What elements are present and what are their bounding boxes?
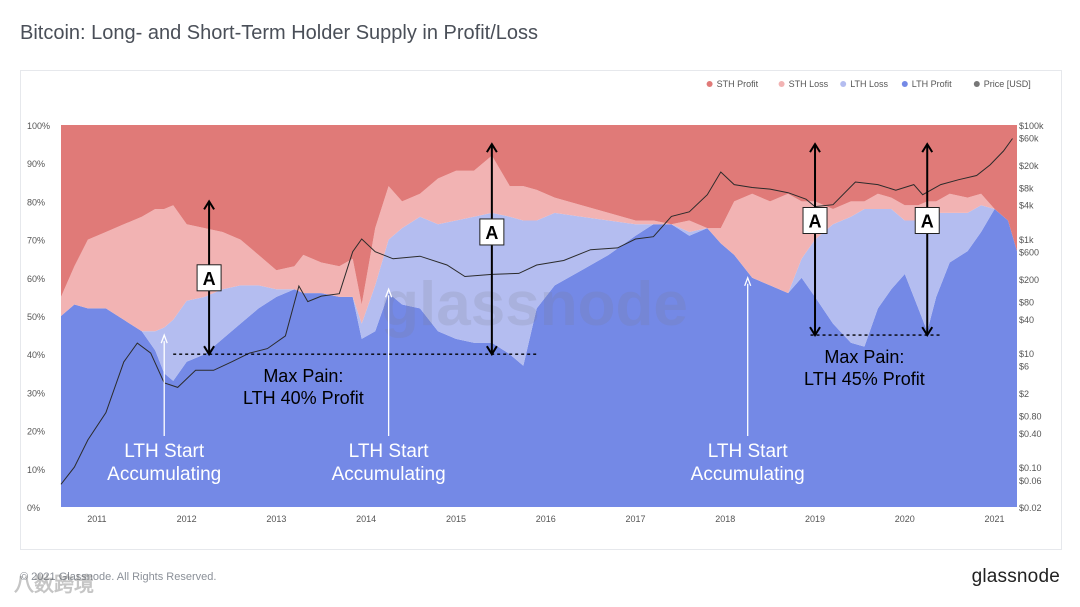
lth-start-label: LTH Start	[124, 441, 205, 462]
max-pain-label: LTH 45% Profit	[804, 369, 925, 389]
lth-start-label: Accumulating	[691, 464, 805, 485]
y-right-tick-label: $4k	[1019, 201, 1034, 211]
y-left-tick-label: 20%	[27, 427, 45, 437]
page-title: Bitcoin: Long- and Short-Term Holder Sup…	[20, 22, 539, 44]
y-left-tick-label: 90%	[27, 159, 45, 169]
a-label: A	[485, 223, 498, 243]
legend-label: LTH Loss	[850, 79, 888, 89]
y-left-tick-label: 0%	[27, 503, 40, 513]
y-right-tick-label: $10	[1019, 349, 1034, 359]
max-pain-label: Max Pain:	[263, 366, 343, 386]
a-arrow-head-down	[486, 345, 498, 357]
a-arrow-head-up	[203, 199, 215, 210]
a-arrow: A	[196, 199, 222, 357]
x-tick-label: 2015	[446, 514, 466, 524]
x-tick-label: 2021	[985, 514, 1005, 524]
lth-start-label: LTH Start	[708, 441, 789, 462]
y-right-tick-label: $60k	[1019, 134, 1039, 144]
x-tick-label: 2012	[177, 514, 197, 524]
price-line	[60, 138, 1013, 485]
y-left-tick-label: 10%	[27, 465, 45, 475]
y-right-tick-label: $40	[1019, 315, 1034, 325]
a-label-box	[802, 207, 828, 234]
legend-label: STH Profit	[717, 79, 759, 89]
a-arrow-head-down	[809, 326, 821, 337]
y-left-tick-label: 50%	[27, 312, 45, 322]
area-lth-profit	[61, 209, 1017, 507]
lth-start-label: Accumulating	[107, 464, 221, 485]
y-right-tick-label: $0.06	[1019, 476, 1042, 486]
y-left-tick-label: 70%	[27, 236, 45, 246]
legend-swatch	[901, 81, 908, 87]
y-right-tick-label: $0.10	[1019, 463, 1042, 473]
a-arrow: A	[802, 142, 828, 337]
a-arrow-head-down	[203, 345, 215, 357]
legend-swatch	[706, 81, 713, 87]
y-right-tick-label: $2	[1019, 389, 1029, 399]
a-arrow-head-up	[809, 142, 821, 153]
x-tick-label: 2016	[536, 514, 556, 524]
a-label: A	[921, 212, 934, 232]
legend-label: LTH Profit	[912, 79, 952, 89]
y-right-tick-label: $200	[1019, 275, 1039, 285]
area-sth-profit	[61, 125, 1017, 305]
a-arrow: A	[479, 142, 505, 357]
y-left-tick-label: 100%	[27, 121, 50, 131]
a-label: A	[809, 212, 822, 232]
start-pointer-arrowhead	[744, 275, 752, 287]
y-right-tick-label: $0.40	[1019, 429, 1042, 439]
y-right-tick-label: $0.02	[1019, 503, 1042, 513]
x-tick-label: 2014	[356, 514, 376, 524]
start-pointer-arrowhead	[160, 333, 168, 344]
start-pointer-arrowhead	[385, 287, 393, 298]
x-tick-label: 2018	[715, 514, 735, 524]
a-label-box	[914, 207, 940, 234]
legend: Price [USD] LTH Profit LTH Loss STH Loss STH…	[706, 79, 1031, 89]
a-arrow-head-up	[921, 142, 934, 153]
chart-frame	[20, 70, 1062, 550]
a-arrow-head-down	[921, 326, 934, 337]
legend-swatch	[778, 81, 785, 87]
y-right-tick-label: $6	[1019, 362, 1029, 372]
x-tick-label: 2017	[625, 514, 645, 524]
brand-logo: glassnode	[971, 566, 1060, 587]
max-pain-label: LTH 40% Profit	[243, 388, 364, 408]
y-left-tick-label: 30%	[27, 388, 45, 398]
corner-watermark: 八数跨境	[14, 574, 94, 596]
y-left-tick-label: 80%	[27, 197, 45, 207]
y-right-tick-label: $80	[1019, 298, 1034, 308]
y-right-tick-label: $8k	[1019, 184, 1034, 194]
legend-label: STH Loss	[789, 79, 829, 89]
x-tick-label: 2013	[266, 514, 286, 524]
legend-label: Price [USD]	[984, 79, 1031, 89]
copyright-text: © 2021 Glassnode. All Rights Reserved.	[20, 571, 217, 583]
legend-swatch	[973, 81, 980, 87]
area-lth-loss	[61, 205, 1017, 381]
chart-watermark: glassnode	[381, 270, 688, 339]
max-pain-label: Max Pain:	[824, 347, 904, 367]
lth-start-label: LTH Start	[349, 441, 430, 462]
lth-start-label: Accumulating	[332, 464, 446, 485]
a-label-box	[479, 218, 505, 246]
y-left-tick-label: 60%	[27, 274, 45, 284]
x-tick-label: 2020	[895, 514, 915, 524]
y-right-tick-label: $100k	[1019, 121, 1044, 131]
a-label: A	[203, 269, 216, 289]
x-tick-label: 2011	[87, 514, 106, 524]
legend-swatch	[840, 81, 847, 87]
y-right-tick-label: $20k	[1019, 161, 1039, 171]
y-right-tick-label: $600	[1019, 248, 1039, 258]
a-arrow-head-up	[486, 142, 498, 153]
y-right-tick-label: $1k	[1019, 235, 1034, 245]
x-tick-label: 2019	[805, 514, 825, 524]
y-left-tick-label: 40%	[27, 350, 45, 360]
y-right-tick-label: $0.80	[1019, 412, 1042, 422]
a-label-box	[196, 264, 222, 292]
a-arrow: A	[914, 142, 940, 337]
